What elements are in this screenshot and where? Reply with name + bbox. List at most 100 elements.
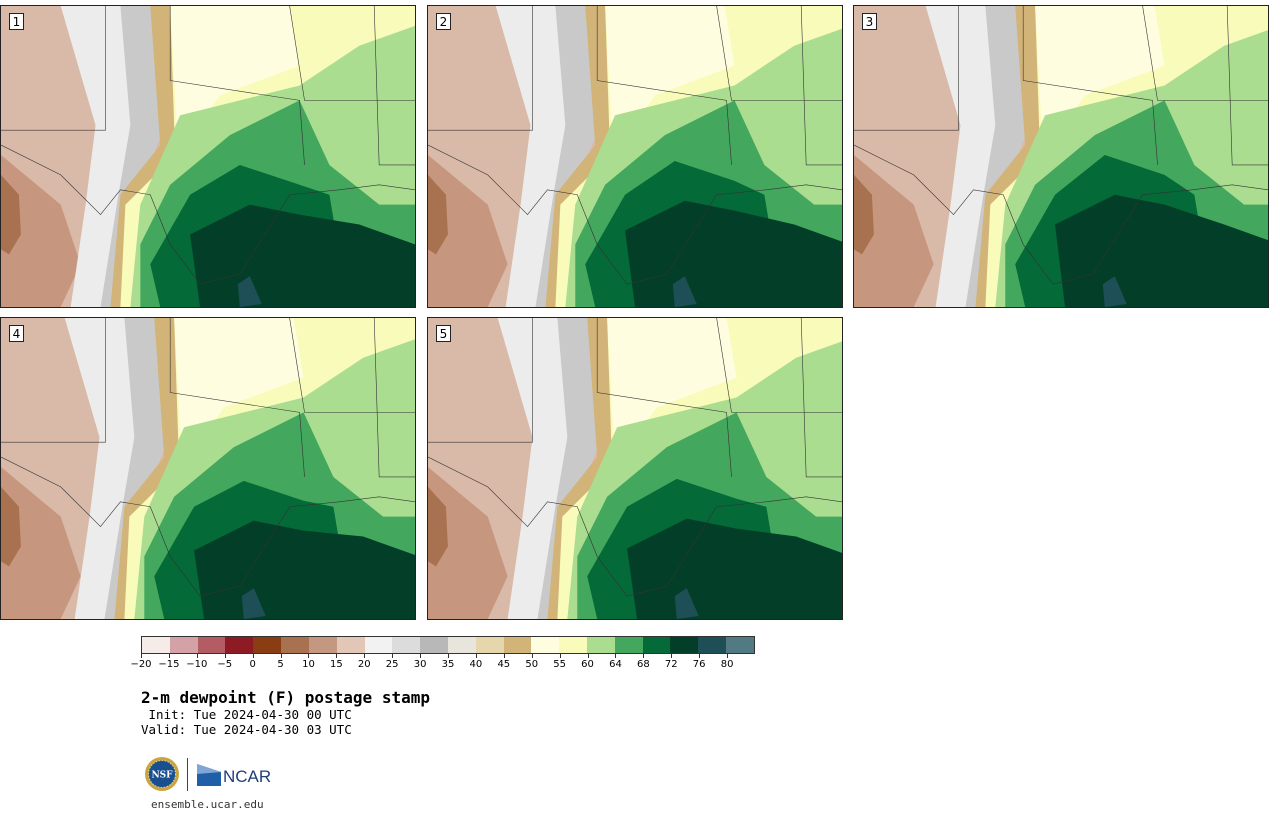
ncar-logo-icon: NCAR — [197, 764, 271, 786]
colorbar-tick-label: 15 — [329, 659, 343, 670]
brown-region — [1, 467, 81, 619]
colorbar-tick-label: 20 — [357, 659, 371, 670]
state-border — [1, 6, 106, 131]
colorbar-segment — [281, 637, 309, 653]
state-border — [1142, 6, 1268, 101]
dewpoint-map-2 — [428, 6, 842, 307]
panel-label-5: 5 — [436, 325, 451, 342]
brown-region — [854, 155, 934, 307]
brown-region — [428, 467, 508, 619]
valid-time: Valid: Tue 2024-04-30 03 UTC — [141, 722, 352, 737]
colorbar-segment — [447, 637, 476, 653]
colorbar-segment — [503, 637, 532, 653]
chart-title: 2-m dewpoint (F) postage stamp — [141, 688, 430, 707]
colorbar-tick-label: −15 — [158, 659, 180, 670]
colorbar-tick-mark — [559, 654, 561, 658]
coastline-border — [428, 144, 842, 285]
colorbar-tick-label: 80 — [720, 659, 734, 670]
brown-region — [428, 155, 508, 307]
state-border — [1, 318, 106, 443]
coastline-border — [428, 456, 842, 597]
colorbar-segment — [642, 637, 671, 653]
colorbar-tick-mark — [615, 654, 617, 658]
colorbar-segment — [726, 637, 754, 653]
ensemble-member-panel-5: 5 — [427, 317, 843, 620]
teal-region — [672, 276, 697, 307]
colorbar-tick-mark — [336, 654, 338, 658]
panel-label-4: 4 — [9, 325, 24, 342]
teal-region — [674, 588, 699, 619]
colorbar-tick-label: 40 — [469, 659, 483, 670]
colorbar-tick-mark — [448, 654, 449, 658]
init-time: Init: Tue 2024-04-30 00 UTC — [141, 707, 352, 722]
colorbar-tick-mark — [252, 654, 254, 658]
ncar-logo-text: NCAR — [223, 767, 271, 786]
colorbar-tick-label: 45 — [497, 659, 511, 670]
colorbar-tick-label: 5 — [277, 659, 284, 670]
colorbar — [141, 636, 755, 654]
teal-region — [1102, 276, 1127, 307]
coastline-border — [854, 144, 1268, 285]
colorbar-segment — [392, 637, 421, 653]
panel-label-3: 3 — [862, 13, 877, 30]
colorbar-tick-label: 55 — [553, 659, 566, 670]
ensemble-member-panel-3: 3 — [853, 5, 1269, 308]
colorbar-tick-mark — [364, 654, 366, 658]
colorbar-segment — [336, 637, 365, 653]
colorbar-ticks: −20 −15 −10 −5 0 5 10 15 20 25 30 35 40 45 50 55 60 64 68 7… — [130, 654, 755, 674]
logo-divider — [187, 758, 188, 791]
colorbar-tick-mark — [141, 654, 142, 658]
dark-brown-region — [1, 174, 21, 255]
state-border — [428, 6, 533, 131]
dark-brown-region — [428, 486, 448, 567]
colorbar-tick-mark — [587, 654, 589, 658]
colorbar-tick-mark — [168, 654, 170, 658]
colorbar-tick-label: −10 — [186, 659, 208, 670]
state-border — [169, 318, 305, 477]
colorbar-segment — [420, 637, 448, 653]
coastline-border — [1, 144, 415, 285]
state-border — [428, 318, 533, 443]
colorbar-tick-label: 35 — [441, 659, 455, 670]
state-border — [289, 6, 415, 101]
state-border — [1226, 6, 1268, 166]
state-border — [1022, 6, 1158, 165]
colorbar-tick-mark — [392, 654, 394, 658]
dewpoint-map-5 — [428, 318, 842, 619]
colorbar-tick-mark — [699, 654, 701, 658]
colorbar-tick-label: 10 — [302, 659, 315, 670]
ensemble-member-panel-1: 1 — [0, 5, 416, 308]
colorbar-tick-mark — [643, 654, 645, 658]
colorbar-segment — [670, 637, 699, 653]
dewpoint-map-4 — [1, 318, 415, 619]
colorbar-tick-label: 50 — [525, 659, 539, 670]
colorbar-tick-mark — [420, 654, 422, 658]
colorbar-segment — [364, 637, 393, 653]
coastline-border — [1, 456, 415, 597]
colorbar-tick-mark — [727, 654, 729, 658]
colorbar-segment — [531, 637, 560, 653]
brown-region — [1, 155, 81, 307]
colorbar-segment — [698, 637, 727, 653]
state-border — [373, 318, 415, 478]
dewpoint-map-3 — [854, 6, 1268, 307]
colorbar-tick-label: 30 — [413, 659, 427, 670]
gulf-region — [1055, 194, 1268, 307]
colorbar-segment — [559, 637, 587, 653]
state-border — [169, 6, 305, 165]
teal-region — [241, 588, 266, 619]
colorbar-segment — [308, 637, 337, 653]
colorbar-segment — [587, 637, 615, 653]
dark-brown-region — [1, 486, 21, 567]
colorbar-segment — [253, 637, 282, 653]
dark-brown-region — [854, 174, 874, 255]
mid-gray-band — [535, 6, 601, 307]
colorbar-tick-mark — [503, 654, 505, 658]
colorbar-tick-label: 25 — [385, 659, 399, 670]
colorbar-tick-label: 60 — [581, 659, 594, 670]
colorbar-tick-label: −20 — [130, 659, 152, 670]
state-border — [716, 318, 842, 413]
colorbar-segment — [197, 637, 226, 653]
dewpoint-map-1 — [1, 6, 415, 307]
nsf-logo-text: NSF — [151, 771, 173, 781]
